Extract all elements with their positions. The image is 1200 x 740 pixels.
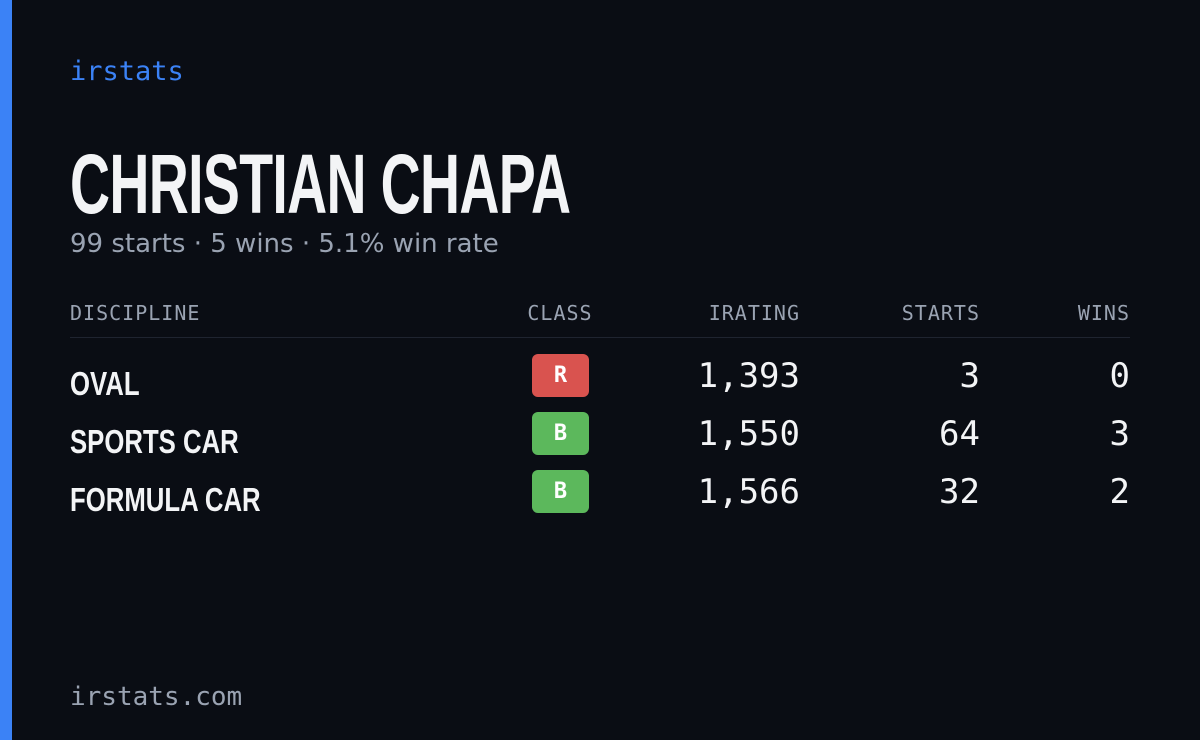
column-header: STARTS [901,301,980,325]
class-badge: B [532,470,589,513]
accent-bar [0,0,12,740]
column-header: IRATING [708,301,800,325]
driver-summary: 99 starts · 5 wins · 5.1% win rate [70,229,499,259]
brand: irstats [70,56,184,87]
discipline: FORMULA CAR [70,481,261,518]
discipline: OVAL [70,365,140,402]
wins: 3 [1109,414,1130,454]
column-header: DISCIPLINE [70,301,201,325]
driver-name: CHRISTIAN CHAPA [70,137,571,231]
header-rule [70,337,1130,338]
column-header: CLASS [527,301,593,325]
starts: 64 [939,414,980,454]
footer: irstats.com [70,682,243,712]
starts: 32 [939,472,980,512]
class-badge: R [532,354,589,397]
class-badge: B [532,412,589,455]
wins: 0 [1109,356,1130,396]
wins: 2 [1109,472,1130,512]
starts: 3 [959,356,980,396]
column-header: WINS [1077,301,1130,325]
irating: 1,550 [697,414,800,454]
irating: 1,566 [697,472,800,512]
irating: 1,393 [697,356,800,396]
discipline: SPORTS CAR [70,423,239,460]
